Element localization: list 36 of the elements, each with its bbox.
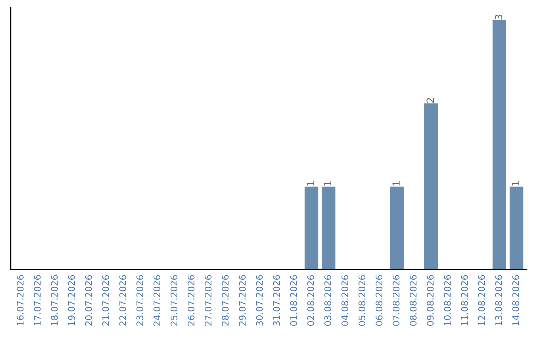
x-tick-label: 20.07.2026 bbox=[85, 275, 92, 326]
x-tick-label: 25.07.2026 bbox=[170, 275, 178, 326]
x-tick-label: 07.08.2026 bbox=[392, 275, 400, 326]
x-tick-label: 23.07.2026 bbox=[136, 275, 144, 326]
x-tick-label: 11.08.2026 bbox=[461, 275, 468, 326]
x-tick-label: 19.07.2026 bbox=[68, 275, 76, 326]
data-label: 3 bbox=[495, 15, 502, 20]
x-tick-label: 12.08.2026 bbox=[478, 275, 486, 326]
data-label: 1 bbox=[307, 182, 314, 186]
x-tick-label: 26.07.2026 bbox=[188, 275, 195, 326]
x-tick-label: 28.07.2026 bbox=[222, 275, 229, 326]
x-tick-label: 18.07.2026 bbox=[51, 275, 58, 326]
data-label: 2 bbox=[426, 98, 434, 103]
x-tick-label: 22.07.2026 bbox=[120, 275, 126, 326]
x-tick-label: 03.08.2026 bbox=[324, 275, 332, 326]
x-tick-label: 04.08.2026 bbox=[342, 275, 349, 326]
x-tick-label: 02.08.2026 bbox=[308, 275, 314, 326]
x-tick-label: 30.07.2026 bbox=[256, 275, 264, 326]
x-tick-label: 27.07.2026 bbox=[204, 275, 212, 326]
x-tick-label: 09.08.2026 bbox=[427, 275, 434, 326]
x-tick-label: 08.08.2026 bbox=[410, 275, 417, 326]
x-tick-label: 24.07.2026 bbox=[154, 275, 161, 326]
x-tick-label: 05.08.2026 bbox=[358, 275, 366, 326]
data-label: 1 bbox=[512, 182, 520, 186]
x-tick-label: 06.08.2026 bbox=[376, 275, 383, 326]
x-tick-label: 10.08.2026 bbox=[444, 275, 452, 326]
x-tick-label: 29.07.2026 bbox=[239, 275, 246, 326]
x-tick-label: 14.08.2026 bbox=[512, 275, 520, 326]
x-tick-label: 17.07.2026 bbox=[34, 275, 41, 326]
x-tick-label: 13.08.2026 bbox=[495, 275, 502, 326]
x-tick-label: 21.07.2026 bbox=[102, 275, 110, 326]
x-tick-label: 01.08.2026 bbox=[290, 275, 298, 326]
x-tick-label: 16.07.2026 bbox=[17, 275, 24, 326]
x-tick-label: 31.07.2026 bbox=[273, 275, 280, 326]
data-label: 1 bbox=[324, 182, 332, 186]
data-label: 1 bbox=[392, 182, 400, 186]
